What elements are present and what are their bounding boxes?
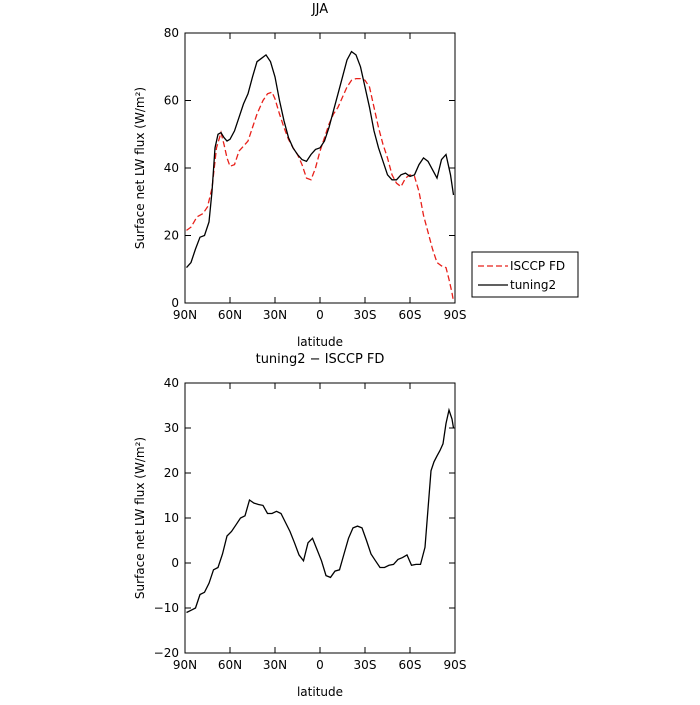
series-line-tuning2 [186, 50, 455, 269]
y-tick-label: 80 [164, 26, 179, 40]
series-line-difference [186, 407, 455, 614]
y-tick-label: −20 [154, 646, 179, 660]
y-tick-label: 10 [164, 511, 179, 525]
y-axis-label: Surface net LW flux (W/m²) [133, 437, 147, 599]
x-tick-label: 30N [263, 658, 287, 672]
y-tick-label: 0 [171, 296, 179, 310]
chart-title: JJA [311, 2, 328, 17]
chart-panel-2: 90N 60N 30N 0 30S 60S 90S −20 −10 0 10 20 30 40 tuning… [133, 352, 466, 699]
y-tick-label: 30 [164, 421, 179, 435]
x-tick-label: 30N [263, 308, 287, 322]
plot-frame [184, 32, 456, 304]
series-line-isccp-fd [186, 77, 455, 302]
chart-panel-1: 90N 60N 30N 0 30S 60S 90S 0 20 40 60 80 JJA latitude S… [133, 2, 579, 349]
x-tick-label: 60S [399, 658, 422, 672]
x-tick-label: 60N [218, 658, 242, 672]
y-tick-label: 40 [164, 161, 179, 175]
x-tick-label: 30S [354, 658, 377, 672]
plot-frame [184, 382, 456, 654]
legend-box [471, 251, 579, 298]
x-tick-label: 0 [316, 308, 324, 322]
x-axis-label: latitude [297, 685, 343, 699]
x-tick-label: 0 [316, 658, 324, 672]
x-tick-label: 30S [354, 308, 377, 322]
chart-title: tuning2 − ISCCP FD [256, 352, 385, 367]
x-tick-label: 60S [399, 308, 422, 322]
x-tick-label: 60N [218, 308, 242, 322]
y-tick-label: 60 [164, 94, 179, 108]
y-tick-label: −10 [154, 601, 179, 615]
y-tick-label: 0 [171, 556, 179, 570]
y-tick-label: 20 [164, 229, 179, 243]
legend-label: ISCCP FD [510, 259, 565, 273]
y-axis-label: Surface net LW flux (W/m²) [133, 87, 147, 249]
legend: ISCCP FD tuning2 [471, 251, 579, 298]
y-tick-label: 40 [164, 376, 179, 390]
x-axis-label: latitude [297, 335, 343, 349]
y-tick-label: 20 [164, 466, 179, 480]
x-tick-label: 90S [444, 308, 467, 322]
x-tick-label: 90N [173, 308, 197, 322]
x-tick-label: 90S [444, 658, 467, 672]
legend-label: tuning2 [510, 278, 556, 292]
x-tick-label: 90N [173, 658, 197, 672]
